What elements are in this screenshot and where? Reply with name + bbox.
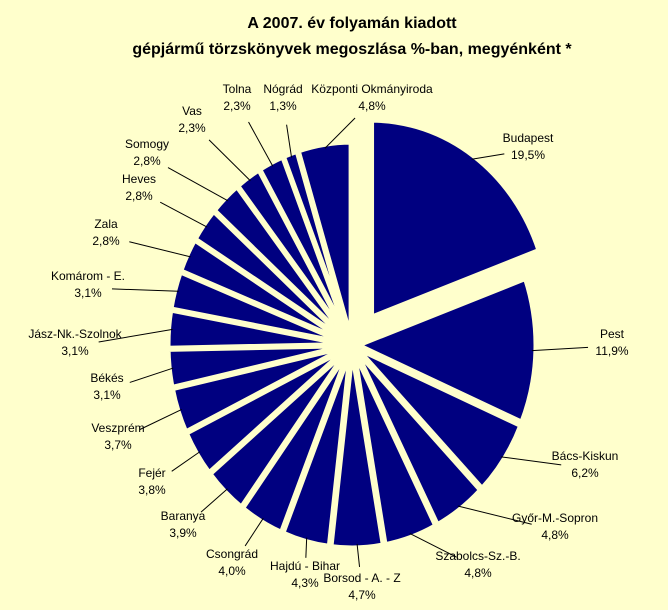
leader-line — [305, 537, 308, 558]
slice-label: Szabolcs-Sz.-B. — [435, 549, 520, 563]
slice-label: Komárom - E. — [51, 269, 125, 283]
value-label: 3,8% — [138, 483, 166, 497]
leader-line — [129, 367, 174, 383]
value-label: 4,0% — [218, 564, 246, 578]
leader-line — [167, 167, 229, 202]
value-label: 3,1% — [93, 388, 121, 402]
slice-label: Borsod - A. - Z — [323, 571, 400, 585]
slice-label: Pest — [600, 327, 625, 341]
leader-line — [248, 121, 274, 167]
slice-label: Heves — [122, 172, 156, 186]
leader-line — [471, 153, 505, 160]
value-label: 4,8% — [464, 566, 492, 580]
slice-label: Somogy — [125, 137, 169, 151]
value-label: 2,3% — [223, 99, 251, 113]
value-label: 3,9% — [169, 526, 197, 540]
value-label: 2,3% — [178, 121, 206, 135]
chart-title: gépjármű törzskönyvek megoszlása %-ban, … — [132, 41, 572, 58]
leader-line — [457, 505, 532, 525]
slice-label: Bács-Kiskun — [552, 449, 619, 463]
leader-line — [531, 346, 589, 352]
value-label: 4,8% — [358, 99, 386, 113]
slice-label: Baranya — [161, 509, 206, 523]
leader-line — [356, 543, 361, 568]
leader-line — [171, 451, 201, 472]
leader-line — [111, 288, 179, 292]
slice-label: Tolna — [223, 82, 252, 96]
value-label: 4,3% — [291, 576, 319, 590]
slice-label: Hajdú - Bihar — [270, 559, 340, 573]
slice-label: Csongrád — [206, 547, 258, 561]
value-label: 6,2% — [571, 466, 599, 480]
leader-line — [200, 488, 228, 513]
leader-line — [208, 139, 251, 182]
slice-label: Veszprém — [91, 421, 144, 435]
leader-line — [244, 517, 264, 547]
slice-label: Zala — [94, 217, 118, 231]
value-label: 3,1% — [74, 286, 102, 300]
leader-line — [286, 124, 293, 158]
value-label: 2,8% — [125, 189, 153, 203]
value-label: 3,7% — [104, 438, 132, 452]
value-label: 2,8% — [133, 154, 161, 168]
slice-label: Győr-M.-Sopron — [512, 511, 598, 525]
pie-slice — [369, 117, 543, 321]
value-label: 19,5% — [511, 148, 545, 162]
slice-label: Budapest — [503, 131, 554, 145]
pie-slice — [295, 139, 354, 340]
value-label: 3,1% — [61, 344, 89, 358]
value-label: 4,8% — [541, 528, 569, 542]
slice-label: Békés — [90, 371, 123, 385]
slice-label: Központi Okmányiroda — [311, 82, 433, 96]
chart-title: A 2007. év folyamán kiadott — [247, 15, 457, 32]
slice-label: Nógrád — [263, 82, 302, 96]
slice-label: Fejér — [138, 466, 165, 480]
value-label: 4,7% — [348, 588, 376, 602]
value-label: 1,3% — [269, 99, 297, 113]
leader-line — [98, 328, 173, 343]
value-label: 2,8% — [92, 234, 120, 248]
value-label: 11,9% — [595, 344, 628, 358]
slice-label: Vas — [182, 104, 202, 118]
leader-line — [500, 456, 562, 466]
leader-line — [139, 409, 182, 431]
leader-line — [324, 117, 356, 149]
leader-line — [159, 201, 208, 228]
slice-label: Jász-Nk.-Szolnok — [28, 327, 122, 341]
leader-line — [409, 533, 457, 558]
leader-line — [129, 241, 191, 258]
